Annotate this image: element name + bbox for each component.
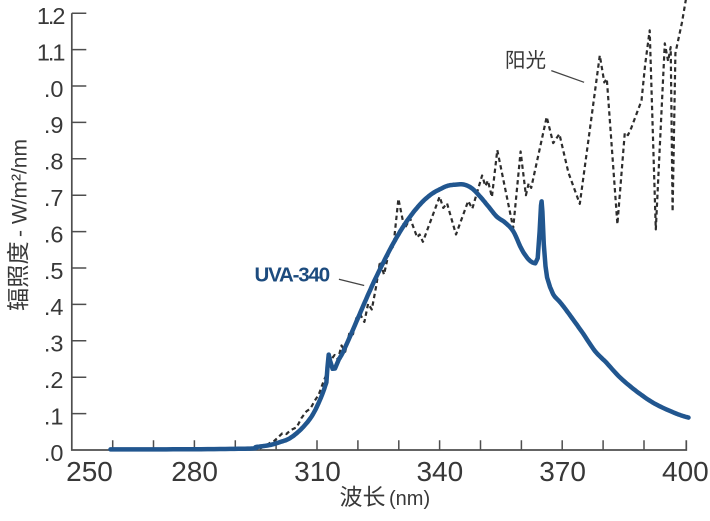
- svg-text:.9: .9: [44, 112, 64, 138]
- svg-text:.4: .4: [44, 294, 64, 320]
- svg-text:340: 340: [416, 456, 463, 487]
- svg-text:.8: .8: [44, 149, 64, 175]
- svg-text:.0: .0: [44, 76, 64, 102]
- svg-text:370: 370: [539, 456, 586, 487]
- svg-text:1.1: 1.1: [37, 39, 65, 65]
- svg-text:.5: .5: [44, 258, 64, 284]
- svg-text:- W/m²/nm: - W/m²/nm: [8, 139, 31, 237]
- svg-text:UVA-340: UVA-340: [255, 264, 330, 287]
- svg-text:.3: .3: [44, 331, 64, 357]
- svg-text:280: 280: [171, 456, 218, 487]
- svg-text:400: 400: [662, 456, 709, 487]
- svg-text:.7: .7: [44, 185, 64, 211]
- svg-text:.1: .1: [44, 403, 64, 429]
- svg-text:(nm): (nm): [389, 488, 430, 510]
- svg-text:.6: .6: [44, 221, 64, 247]
- svg-text:310: 310: [294, 456, 341, 487]
- svg-text:250: 250: [66, 456, 113, 487]
- svg-text:.0: .0: [44, 440, 64, 466]
- svg-text:1.2: 1.2: [37, 3, 65, 29]
- svg-text:.2: .2: [44, 367, 64, 393]
